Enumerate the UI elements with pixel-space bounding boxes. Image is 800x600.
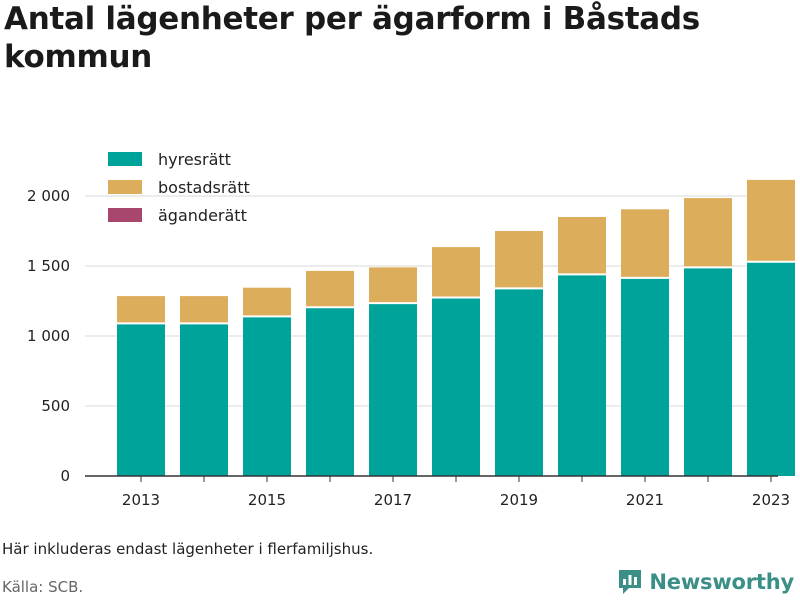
y-tick-label: 1 500 — [27, 257, 70, 275]
bar-bostadsrätt — [117, 296, 165, 324]
newsworthy-bar-chart-icon — [619, 570, 642, 594]
bar-bostadsrätt — [306, 270, 354, 308]
x-tick-label: 2017 — [374, 491, 412, 509]
y-tick-label: 1 000 — [27, 327, 70, 345]
x-tick-label: 2015 — [248, 491, 286, 509]
legend-label-äganderätt: äganderätt — [158, 206, 247, 225]
bar-hyresrätt — [432, 297, 480, 476]
legend: hyresrätt bostadsrätt äganderätt — [108, 150, 250, 225]
bar-bostadsrätt — [369, 267, 417, 304]
x-tick-label: 2019 — [500, 491, 538, 509]
bar-hyresrätt — [243, 316, 291, 476]
bar-hyresrätt — [684, 267, 732, 476]
bar-bostadsrätt — [243, 287, 291, 317]
bar-bostadsrätt — [558, 217, 606, 275]
bar-hyresrätt — [747, 261, 795, 476]
bars — [117, 179, 795, 476]
legend-swatch-äganderätt — [108, 208, 142, 222]
bar-hyresrätt — [117, 323, 165, 476]
bar-bostadsrätt — [432, 247, 480, 298]
y-tick-label: 500 — [41, 397, 70, 415]
bar-hyresrätt — [558, 274, 606, 476]
bar-bostadsrätt — [180, 296, 228, 324]
bar-chart: 0 500 1 000 1 500 2 000 2013 2015 2017 2019 2021 2… — [27, 150, 795, 509]
legend-swatch-hyresrätt — [108, 152, 142, 166]
chart-title: Antal lägenheter per ägarform i Båstads … — [4, 1, 700, 75]
bar-hyresrätt — [369, 303, 417, 476]
y-tick-label: 0 — [60, 467, 70, 485]
x-tick-label: 2023 — [752, 491, 790, 509]
source-note: Källa: SCB. — [2, 578, 84, 596]
bar-bostadsrätt — [495, 231, 543, 289]
newsworthy-logo: Newsworthy — [617, 568, 794, 596]
x-tick-label: 2013 — [122, 491, 160, 509]
x-tick-label: 2021 — [626, 491, 664, 509]
footnote: Här inkluderas endast lägenheter i flerf… — [2, 540, 374, 558]
brand-name: Newsworthy — [649, 570, 794, 594]
y-tick-label: 2 000 — [27, 187, 70, 205]
axes: 0 500 1 000 1 500 2 000 2013 2015 2017 2019 2021 2… — [27, 187, 790, 509]
bar-hyresrätt — [621, 277, 669, 476]
bar-hyresrätt — [306, 307, 354, 476]
legend-swatch-bostadsrätt — [108, 180, 142, 194]
bar-bostadsrätt — [684, 198, 732, 268]
bar-hyresrätt — [180, 323, 228, 476]
legend-label-bostadsrätt: bostadsrätt — [158, 178, 250, 197]
legend-label-hyresrätt: hyresrätt — [158, 150, 231, 169]
bar-bostadsrätt — [747, 179, 795, 262]
bar-hyresrätt — [495, 288, 543, 476]
bar-bostadsrätt — [621, 209, 669, 278]
